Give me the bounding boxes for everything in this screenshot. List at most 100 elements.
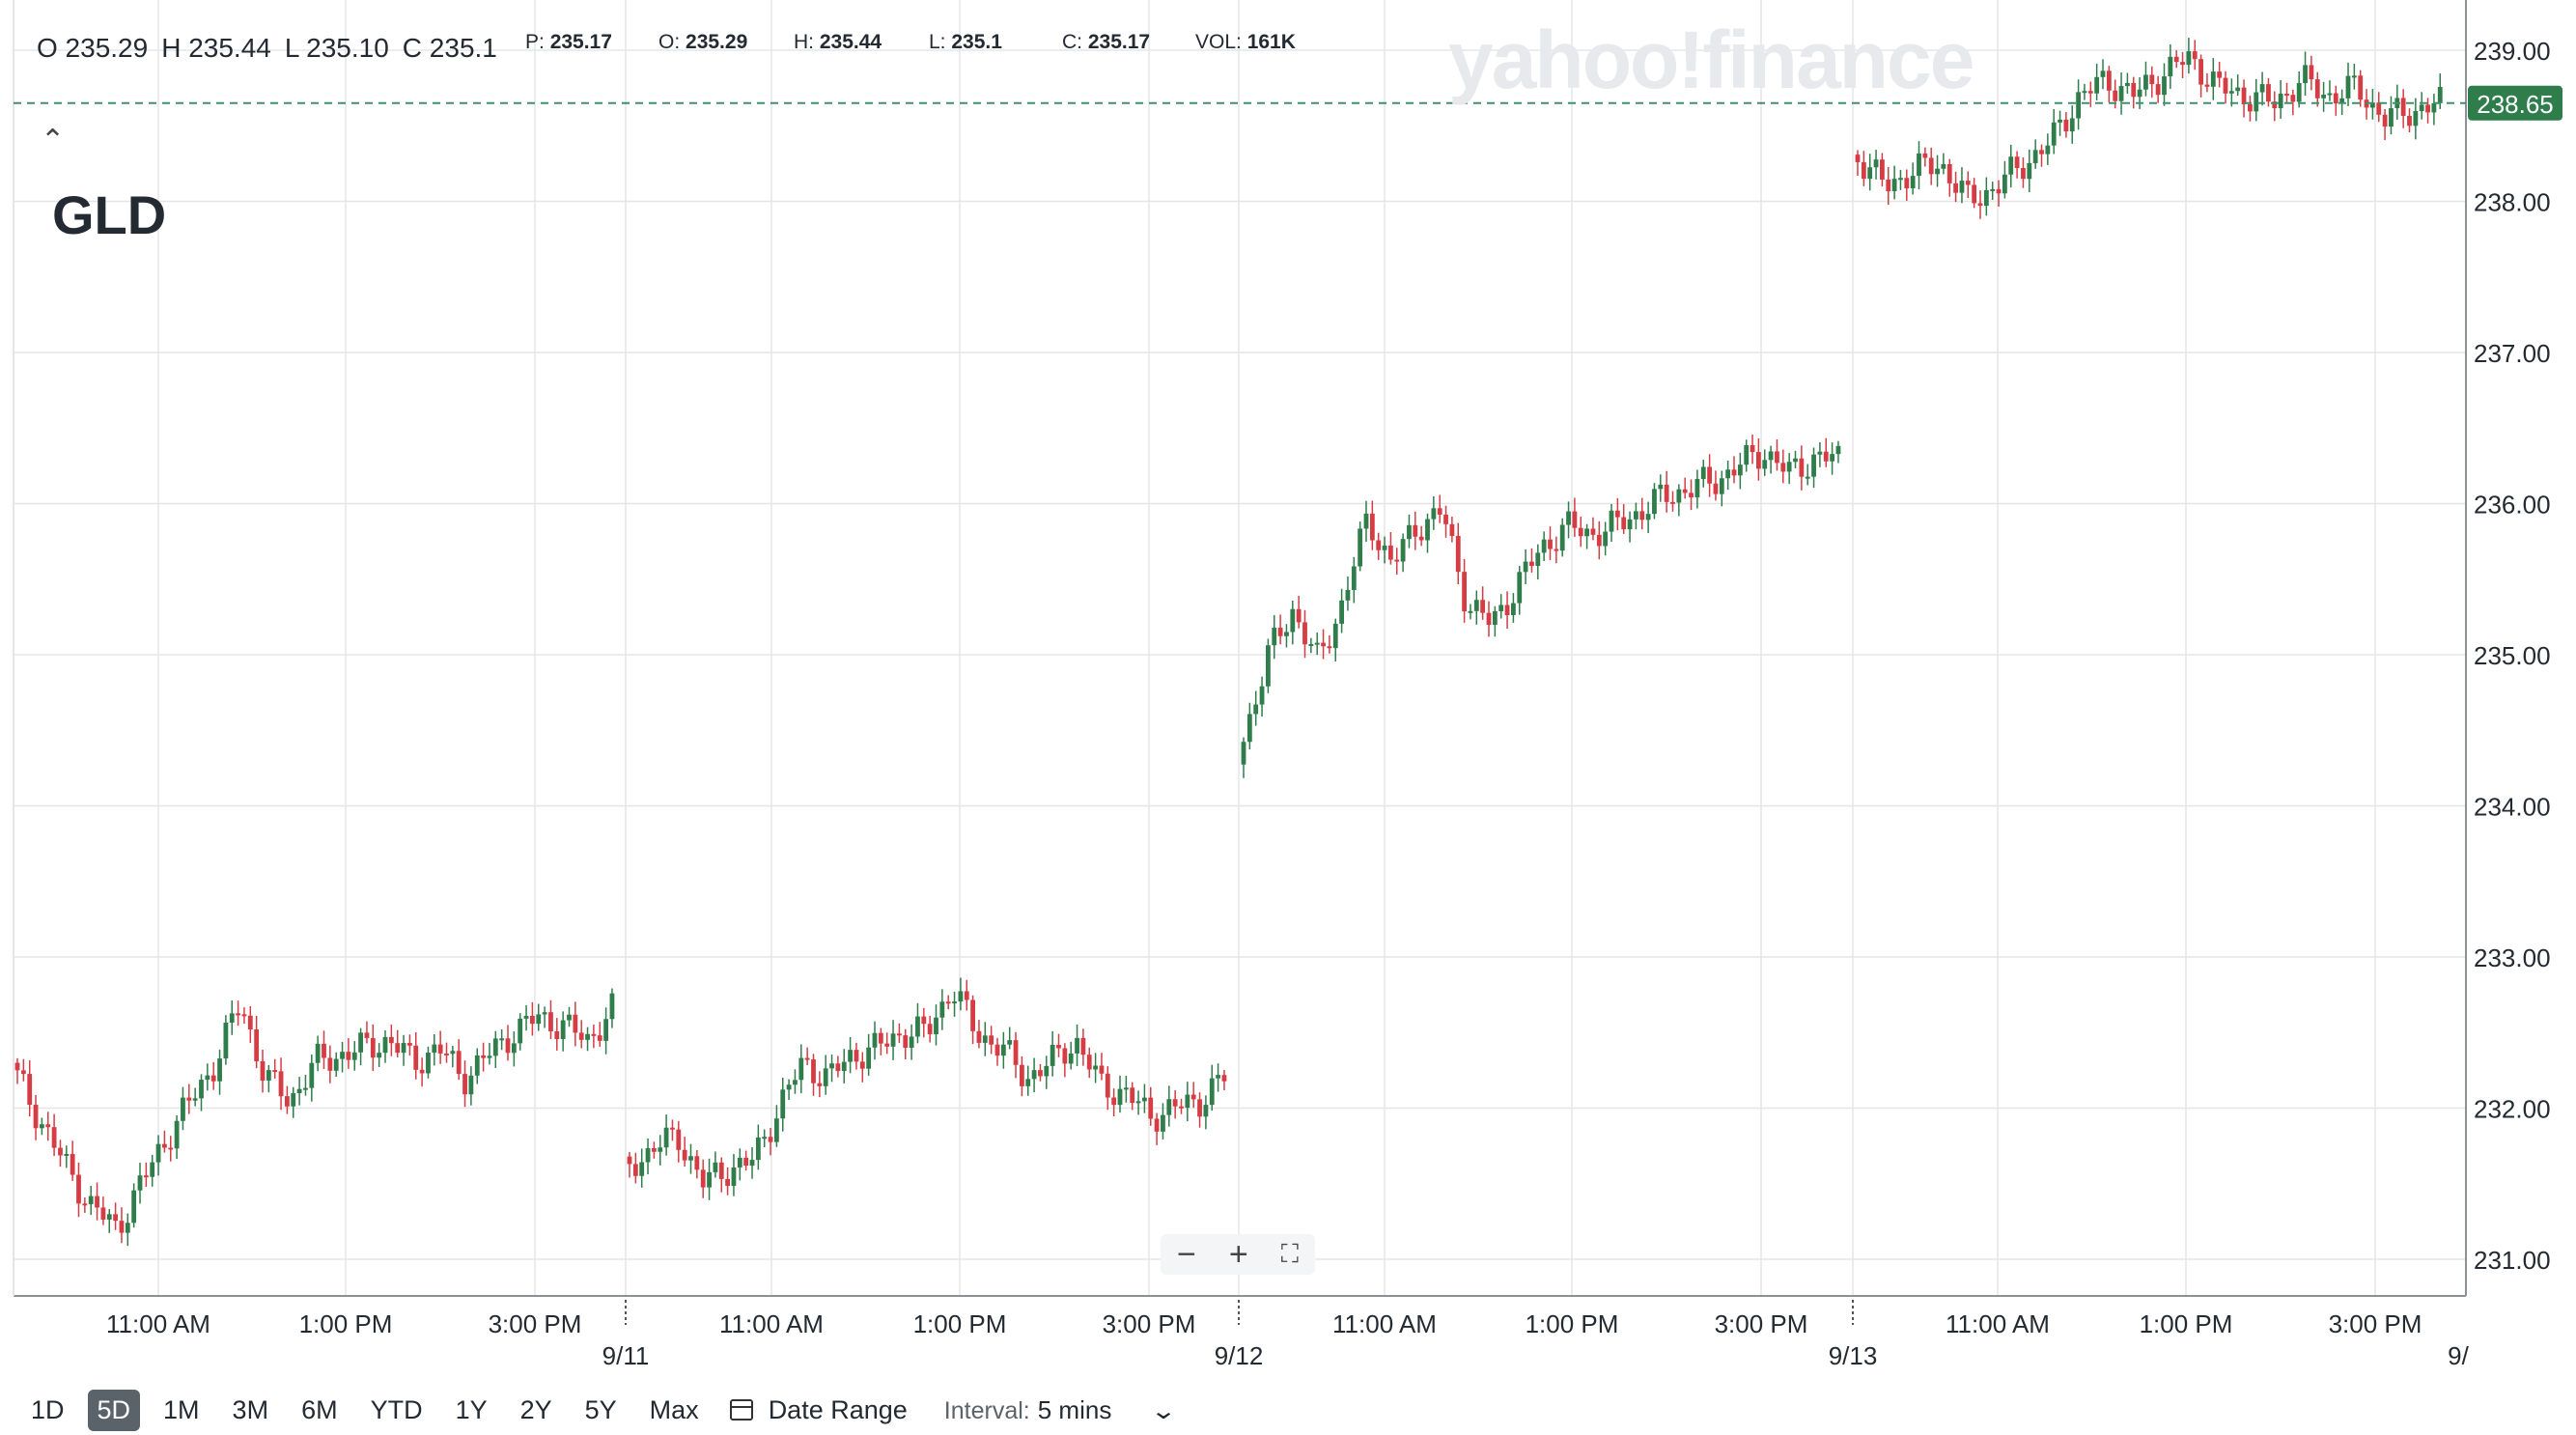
candle-body — [1658, 484, 1664, 490]
candle-body — [364, 1032, 370, 1038]
candle-body — [1394, 559, 1400, 562]
candle-body — [1038, 1070, 1043, 1077]
candle-body — [1861, 161, 1866, 180]
high-value: H 235.44 — [161, 33, 271, 63]
x-tick-label: 11:00 AM — [1332, 1309, 1437, 1338]
range-max-button[interactable]: Max — [649, 1394, 699, 1424]
fullscreen-icon[interactable]: ⛶ — [1280, 1239, 1299, 1268]
candle-body — [1799, 458, 1805, 477]
candle-body — [2407, 116, 2412, 127]
candle-body — [76, 1174, 81, 1204]
range-1d-button[interactable]: 1D — [31, 1394, 65, 1424]
candle-body — [585, 1033, 590, 1040]
range-3m-button[interactable]: 3M — [232, 1394, 269, 1424]
candle-body — [241, 1014, 247, 1017]
interval-select[interactable]: Interval: 5 mins ⌄ — [943, 1395, 1178, 1425]
date-range-button[interactable]: Date Range — [729, 1394, 908, 1425]
range-5d-button[interactable]: 5D — [87, 1389, 141, 1431]
candle-body — [1382, 545, 1387, 550]
hover-high: H: 235.44 — [794, 31, 882, 53]
candle-body — [1111, 1097, 1117, 1106]
candle-body — [1172, 1099, 1178, 1107]
range-2y-button[interactable]: 2Y — [519, 1394, 552, 1424]
candle-body — [573, 1014, 578, 1033]
candle-body — [1388, 545, 1393, 560]
candle-body — [1645, 514, 1651, 521]
candle-body — [1793, 458, 1798, 463]
candle-body — [841, 1061, 847, 1072]
candle-body — [1910, 176, 1916, 189]
candle-body — [2358, 75, 2364, 100]
candle-body — [192, 1098, 198, 1101]
candle-body — [1614, 510, 1620, 518]
range-5y-button[interactable]: 5Y — [584, 1394, 617, 1424]
candle-body — [1707, 466, 1712, 484]
candle-body — [1437, 508, 1442, 515]
range-1y-button[interactable]: 1Y — [455, 1394, 488, 1424]
candle-body — [2284, 94, 2289, 97]
candle-body — [285, 1096, 290, 1107]
hover-open: O: 235.29 — [658, 31, 748, 53]
candle-body — [1676, 489, 1682, 503]
interval-label: Interval: — [943, 1396, 1030, 1424]
candle-body — [688, 1156, 693, 1161]
y-tick-label: 237.00 — [2474, 339, 2551, 368]
candle-body — [1266, 645, 1271, 687]
candle-body — [2045, 145, 2051, 155]
candle-body — [578, 1032, 584, 1040]
candle-body — [1621, 517, 1627, 530]
candle-body — [829, 1063, 834, 1069]
candle-body — [1142, 1097, 1147, 1102]
candle-body — [370, 1037, 376, 1058]
candle-body — [377, 1053, 382, 1058]
candle-body — [1762, 460, 1768, 469]
candle-body — [2345, 75, 2351, 98]
zoom-out-button[interactable]: − — [1177, 1235, 1196, 1273]
candle-body — [755, 1137, 761, 1161]
candle-body — [645, 1148, 651, 1163]
candle-body — [1345, 589, 1351, 601]
zoom-in-button[interactable]: + — [1228, 1235, 1248, 1273]
candle-body — [1823, 451, 1829, 462]
candle-body — [1750, 444, 1755, 453]
candle-body — [2217, 71, 2223, 78]
candle-body — [1634, 511, 1638, 520]
candle-body — [333, 1058, 339, 1071]
candle-body — [1105, 1073, 1110, 1098]
candle-body — [1548, 539, 1553, 549]
candle-body — [2241, 87, 2247, 104]
candle-body — [205, 1075, 210, 1081]
date-range-label: Date Range — [768, 1394, 908, 1424]
candle-body — [658, 1147, 663, 1152]
candle-body — [327, 1057, 333, 1071]
candle-body — [1835, 445, 1841, 455]
candle-body — [982, 1035, 988, 1043]
x-tick-label: 11:00 AM — [106, 1309, 210, 1338]
candle-body — [1664, 484, 1669, 502]
candlestick-series — [14, 38, 2443, 1247]
candle-body — [437, 1044, 443, 1054]
candle-body — [878, 1032, 883, 1044]
candle-body — [1216, 1075, 1220, 1079]
candle-body — [236, 1013, 240, 1016]
candle-body — [1590, 528, 1596, 535]
candle-body — [1904, 178, 1910, 189]
candle-body — [1652, 489, 1657, 515]
candle-body — [2173, 56, 2179, 63]
candle-body — [1639, 511, 1645, 521]
x-tick-label: 1:00 PM — [913, 1309, 1007, 1338]
candle-body — [1031, 1070, 1037, 1080]
candle-body — [1935, 168, 1940, 175]
candle-body — [1302, 622, 1307, 645]
candle-body — [217, 1058, 222, 1082]
candle-body — [119, 1221, 125, 1233]
collapse-chevron-icon[interactable]: ⌃ — [41, 125, 66, 156]
candle-body — [1928, 157, 1934, 175]
range-1m-button[interactable]: 1M — [163, 1394, 200, 1424]
candle-body — [2180, 62, 2185, 66]
candle-body — [1670, 501, 1675, 504]
range-6m-button[interactable]: 6M — [301, 1394, 338, 1424]
candle-body — [1855, 155, 1861, 162]
range-ytd-button[interactable]: YTD — [370, 1394, 423, 1424]
